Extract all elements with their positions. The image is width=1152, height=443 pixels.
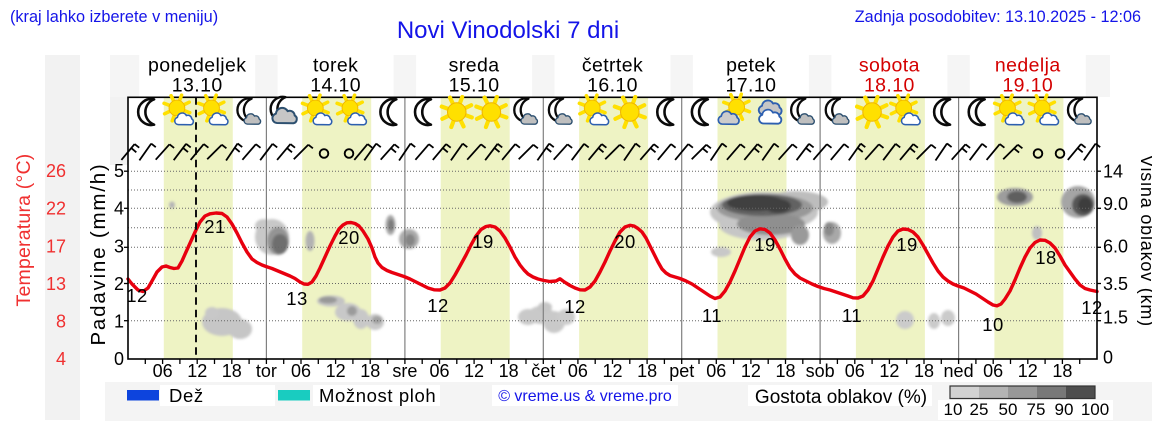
svg-text:0: 0 xyxy=(114,349,124,369)
svg-text:ned: ned xyxy=(944,361,974,381)
svg-text:14.10: 14.10 xyxy=(310,75,361,97)
svg-text:8: 8 xyxy=(56,311,66,331)
svg-text:sob: sob xyxy=(806,361,835,381)
svg-text:13: 13 xyxy=(286,288,308,309)
svg-text:© vreme.us & vreme.pro: © vreme.us & vreme.pro xyxy=(498,388,672,405)
svg-text:20: 20 xyxy=(614,231,636,252)
svg-text:nedelja: nedelja xyxy=(995,55,1061,77)
svg-text:18: 18 xyxy=(1052,361,1072,381)
svg-text:12: 12 xyxy=(741,361,761,381)
svg-text:sreda: sreda xyxy=(449,55,500,77)
svg-text:18: 18 xyxy=(776,361,796,381)
svg-text:06: 06 xyxy=(153,361,173,381)
svg-text:torek: torek xyxy=(313,55,358,77)
svg-text:9.0: 9.0 xyxy=(1103,194,1128,214)
svg-text:Višina oblakov (km): Višina oblakov (km) xyxy=(1137,155,1152,327)
svg-text:sre: sre xyxy=(392,361,417,381)
svg-text:Gostota oblakov (%): Gostota oblakov (%) xyxy=(755,387,927,408)
svg-text:06: 06 xyxy=(291,361,311,381)
svg-text:6.0: 6.0 xyxy=(1103,236,1128,256)
svg-text:100: 100 xyxy=(1081,400,1109,419)
svg-text:18: 18 xyxy=(360,361,380,381)
svg-text:06: 06 xyxy=(983,361,1003,381)
svg-text:50: 50 xyxy=(999,400,1018,419)
svg-text:5: 5 xyxy=(114,161,124,181)
svg-text:10: 10 xyxy=(982,314,1004,335)
svg-text:pet: pet xyxy=(669,361,694,381)
svg-text:Padavine (mm/h): Padavine (mm/h) xyxy=(87,162,110,345)
svg-text:sobota: sobota xyxy=(859,55,920,77)
svg-text:13.10: 13.10 xyxy=(172,75,223,97)
svg-text:tor: tor xyxy=(256,361,277,381)
svg-text:4: 4 xyxy=(56,349,66,369)
svg-text:4: 4 xyxy=(114,199,124,219)
svg-text:21: 21 xyxy=(204,216,226,237)
svg-text:20: 20 xyxy=(338,227,360,248)
svg-text:19: 19 xyxy=(896,234,918,255)
svg-text:06: 06 xyxy=(845,361,865,381)
svg-text:19: 19 xyxy=(754,234,776,255)
svg-text:Temperatura (°C): Temperatura (°C) xyxy=(13,154,35,307)
svg-text:18: 18 xyxy=(637,361,657,381)
svg-text:12: 12 xyxy=(464,361,484,381)
svg-text:12: 12 xyxy=(1018,361,1038,381)
svg-text:19: 19 xyxy=(472,231,494,252)
svg-text:11: 11 xyxy=(702,305,722,326)
svg-text:18: 18 xyxy=(914,361,934,381)
svg-text:17.10: 17.10 xyxy=(726,75,777,97)
svg-text:18.10: 18.10 xyxy=(864,75,915,97)
svg-text:12: 12 xyxy=(126,285,148,306)
svg-text:1: 1 xyxy=(114,311,124,331)
svg-text:75: 75 xyxy=(1027,400,1046,419)
svg-text:12: 12 xyxy=(602,361,622,381)
svg-text:12: 12 xyxy=(879,361,899,381)
svg-text:14: 14 xyxy=(1103,162,1123,182)
svg-text:12: 12 xyxy=(1081,297,1103,318)
svg-text:18: 18 xyxy=(1035,247,1057,268)
svg-text:90: 90 xyxy=(1055,400,1074,419)
svg-text:06: 06 xyxy=(429,361,449,381)
svg-text:13: 13 xyxy=(46,274,66,294)
svg-text:15.10: 15.10 xyxy=(449,75,500,97)
svg-text:3.5: 3.5 xyxy=(1103,274,1128,294)
svg-text:0: 0 xyxy=(1103,347,1113,367)
svg-text:25: 25 xyxy=(970,400,989,419)
svg-text:18: 18 xyxy=(499,361,519,381)
svg-text:12: 12 xyxy=(326,361,346,381)
svg-text:12: 12 xyxy=(427,295,449,316)
svg-text:Možnost ploh: Možnost ploh xyxy=(319,385,436,406)
svg-text:(kraj lahko izberete v meniju): (kraj lahko izberete v meniju) xyxy=(10,8,218,26)
svg-text:19.10: 19.10 xyxy=(1002,75,1053,97)
svg-text:ponedeljek: ponedeljek xyxy=(148,55,246,77)
svg-text:12: 12 xyxy=(564,296,586,317)
svg-text:17: 17 xyxy=(46,237,66,257)
svg-text:18: 18 xyxy=(222,361,242,381)
svg-text:četrtek: četrtek xyxy=(582,55,643,77)
svg-text:26: 26 xyxy=(46,161,66,181)
svg-text:Dež: Dež xyxy=(169,385,204,406)
svg-text:12: 12 xyxy=(187,361,207,381)
svg-text:22: 22 xyxy=(46,199,66,219)
svg-text:2: 2 xyxy=(114,274,124,294)
svg-text:Novi Vinodolski 7 dni: Novi Vinodolski 7 dni xyxy=(397,17,619,44)
svg-text:11: 11 xyxy=(842,305,862,326)
svg-text:06: 06 xyxy=(568,361,588,381)
svg-text:1.5: 1.5 xyxy=(1103,307,1128,327)
svg-text:petek: petek xyxy=(726,55,776,77)
svg-text:3: 3 xyxy=(114,237,124,257)
svg-text:06: 06 xyxy=(706,361,726,381)
svg-text:Zadnja posodobitev: 13.10.2025: Zadnja posodobitev: 13.10.2025 - 12:06 xyxy=(855,8,1141,26)
svg-text:10: 10 xyxy=(944,400,963,419)
svg-text:čet: čet xyxy=(531,361,555,381)
svg-text:16.10: 16.10 xyxy=(587,75,638,97)
